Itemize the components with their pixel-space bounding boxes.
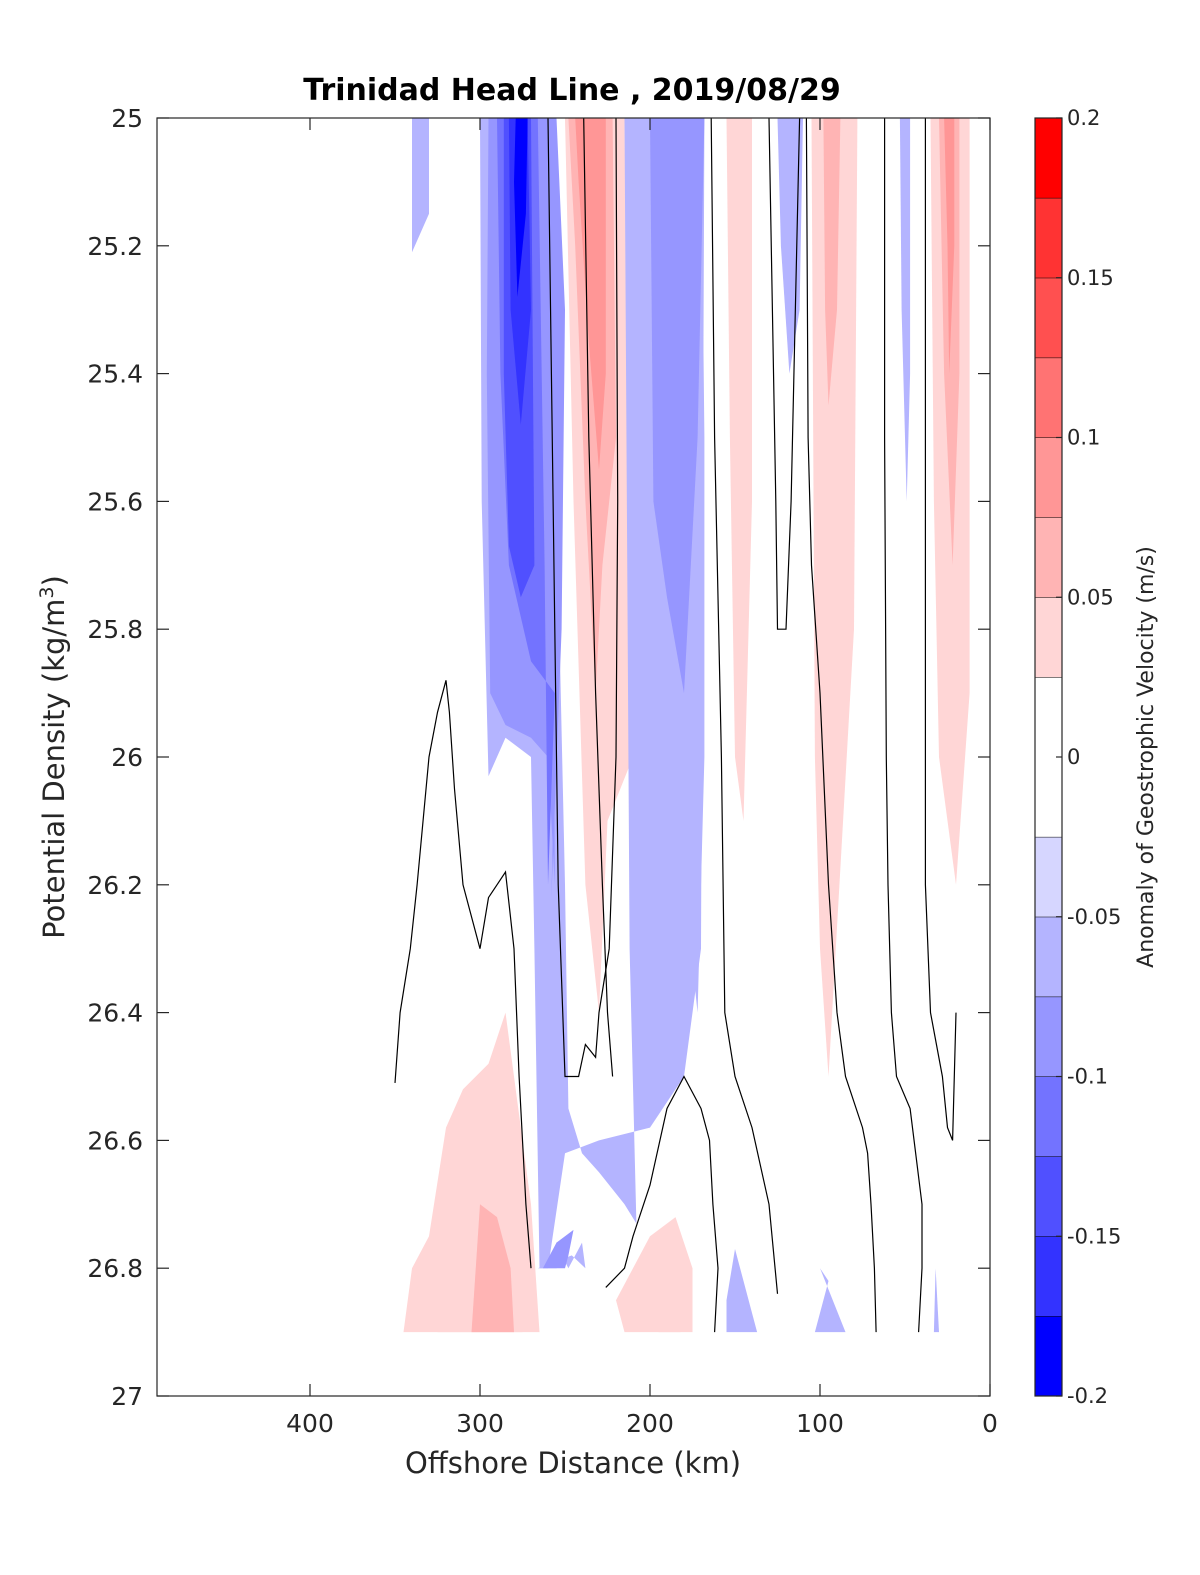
y-axis-label-end: ) (37, 575, 71, 586)
filled-region-10 (650, 118, 705, 694)
filled-region-33 (471, 1204, 514, 1333)
colorbar-band (1035, 916, 1062, 997)
filled-region-30 (944, 118, 955, 374)
colorbar-band (1035, 836, 1062, 917)
colorbar-bands (1035, 117, 1062, 1396)
y-tick-label: 26.8 (87, 1254, 143, 1283)
colorbar-band (1035, 1076, 1062, 1157)
filled-region-11 (777, 118, 803, 374)
filled-region-12 (899, 118, 911, 502)
filled-region-35 (650, 1268, 681, 1333)
chart-title: Trinidad Head Line , 2019/08/29 (303, 73, 840, 108)
colorbar: 0.2 0.15 0.1 0.05 0 -0.05 -0.1 -0.15 -0.2 Anomal… (1034, 106, 1159, 1408)
colorbar-ticks: 0.2 0.15 0.1 0.05 0 -0.05 -0.1 -0.15 -0.2 (1056, 106, 1121, 1408)
filled-region-7 (514, 118, 528, 297)
colorbar-band (1035, 277, 1062, 358)
filled-region-16 (814, 1268, 846, 1333)
y-tick-label: 26.4 (87, 999, 143, 1028)
y-tick-label: 26.6 (87, 1126, 143, 1155)
zero-contour-7 (883, 118, 923, 1333)
colorbar-tick-label: 0.1 (1067, 426, 1100, 450)
y-tick-label: 25.4 (87, 360, 143, 389)
zero-contour-0 (394, 680, 532, 1269)
filled-region-2 (480, 118, 565, 898)
colorbar-tick-label: -0.2 (1067, 1384, 1108, 1408)
y-tick-label: 26 (111, 743, 143, 772)
filled-contours (395, 118, 970, 1333)
colorbar-label: Anomaly of Geostrophic Velocity (m/s) (1134, 546, 1159, 968)
y-tick-label: 27 (111, 1382, 143, 1411)
zero-contour-1 (547, 117, 619, 1078)
zero-contour-3 (605, 1075, 719, 1333)
colorbar-band (1035, 996, 1062, 1077)
filled-region-14 (542, 1229, 574, 1269)
x-axis-label: Offshore Distance (km) (405, 1446, 741, 1480)
colorbar-band (1035, 1236, 1062, 1317)
filled-region-26 (823, 118, 841, 406)
zero-contour-6 (805, 117, 877, 1333)
filled-region-8 (519, 118, 525, 195)
x-tick-label: 300 (456, 1409, 504, 1438)
filled-region-15 (726, 1249, 758, 1333)
y-axis-label-main: Potential Density (kg/m (37, 599, 71, 939)
colorbar-band (1035, 597, 1062, 678)
filled-region-23 (729, 118, 747, 630)
colorbar-tick-label: 0 (1067, 745, 1080, 769)
colorbar-band (1035, 357, 1062, 438)
filled-region-17 (933, 1268, 939, 1333)
colorbar-tick-label: -0.15 (1067, 1224, 1121, 1248)
colorbar-tick-label: -0.05 (1067, 905, 1121, 929)
y-tick-label: 25.2 (87, 232, 143, 261)
y-axis-label: Potential Density (kg/m3) (36, 575, 71, 939)
y-tick-label: 25.6 (87, 487, 143, 516)
y-axis-label-superscript: 3 (36, 586, 58, 598)
zero-contour-2 (583, 117, 614, 1077)
colorbar-band (1035, 517, 1062, 598)
colorbar-tick-label: 0.2 (1067, 106, 1100, 130)
colorbar-tick-label: -0.1 (1067, 1065, 1108, 1089)
colorbar-tick-label: 0.05 (1067, 585, 1114, 609)
x-tick-label: 200 (626, 1409, 674, 1438)
y-tick-label: 25 (111, 104, 143, 133)
colorbar-tick-label: 0.15 (1067, 266, 1114, 290)
filled-region-0 (395, 118, 429, 253)
y-axis-ticks: 25 25.2 25.4 25.6 25.8 26 26.2 26.4 26.6 26.8 27 (87, 104, 990, 1411)
colorbar-band (1035, 197, 1062, 278)
colorbar-band (1035, 118, 1062, 198)
filled-region-21 (575, 118, 606, 470)
plot-area: 400 300 200 100 0 25 25.2 25.4 25.6 25.8 26 26.2 26… (87, 104, 998, 1438)
y-tick-label: 25.8 (87, 615, 143, 644)
x-tick-label: 0 (982, 1409, 998, 1438)
x-tick-label: 400 (286, 1409, 334, 1438)
colorbar-band (1035, 1156, 1062, 1237)
y-tick-label: 26.2 (87, 871, 143, 900)
x-tick-label: 100 (796, 1409, 844, 1438)
zero-contours (394, 117, 957, 1333)
colorbar-band (1035, 1316, 1062, 1396)
zero-contour-5 (768, 117, 801, 630)
colorbar-band (1035, 437, 1062, 518)
zero-contour-8 (924, 118, 957, 1141)
x-axis-ticks: 400 300 200 100 0 (286, 118, 998, 1438)
zero-contour-4 (710, 117, 779, 1294)
